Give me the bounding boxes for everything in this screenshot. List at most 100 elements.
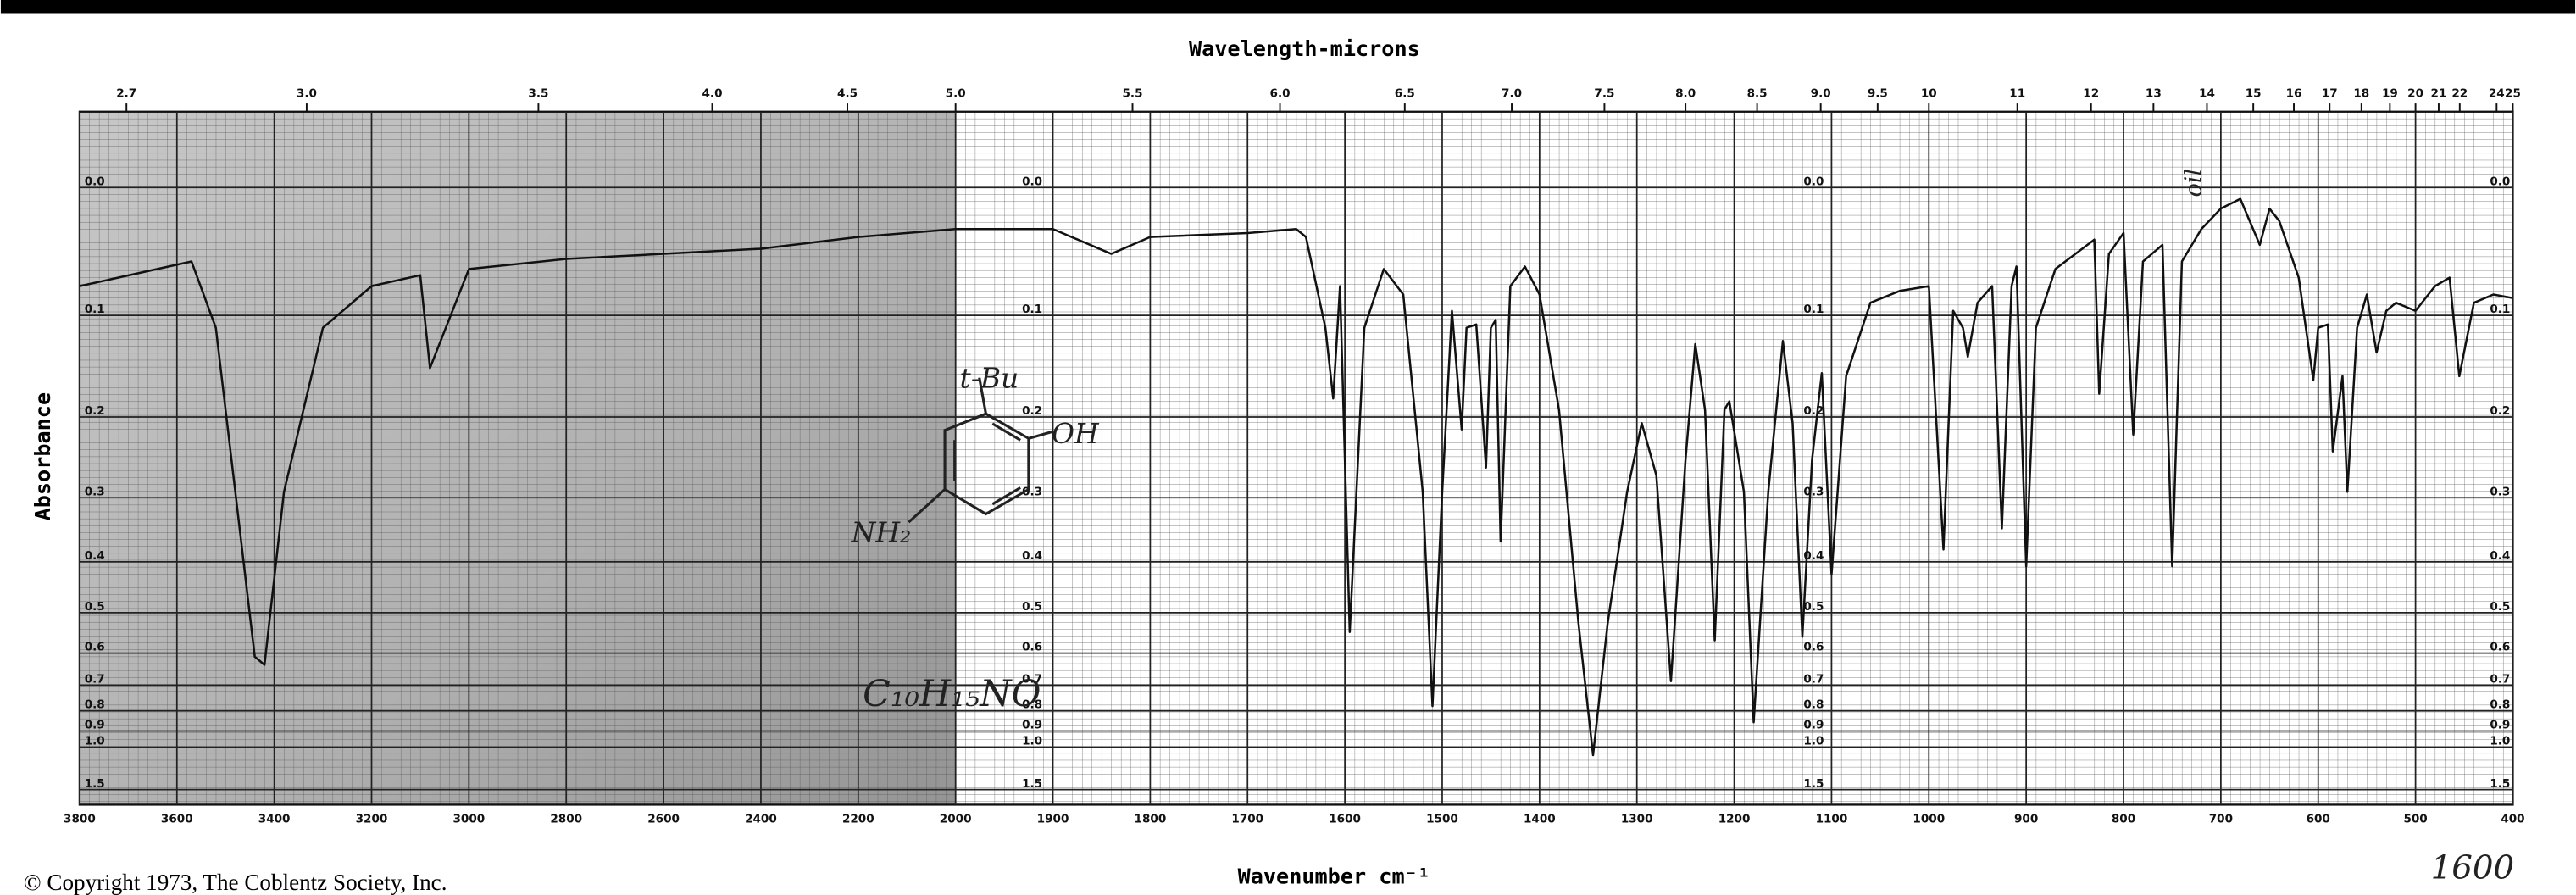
y-tick-label: 0.1 xyxy=(1022,303,1042,316)
y-tick-label: 1.0 xyxy=(2490,735,2510,748)
y-tick-label: 0.4 xyxy=(2490,549,2510,563)
y-tick-label: 0.8 xyxy=(1022,698,1042,712)
y-tick-label: 0.4 xyxy=(1022,549,1042,563)
y-tick-label: 1.5 xyxy=(1803,777,1824,791)
top-tick-label: 13 xyxy=(2146,86,2162,100)
annotation: oil xyxy=(2180,169,2207,197)
y-tick-label: 0.1 xyxy=(1803,303,1824,316)
spectrum-line xyxy=(79,197,2513,757)
y-tick-label: 1.0 xyxy=(1803,735,1824,748)
y-tick-label: 0.3 xyxy=(1803,485,1824,498)
x-tick-label: 800 xyxy=(2112,813,2135,826)
y-tick-label: 0.7 xyxy=(2490,673,2510,687)
y-tick-label: 0.0 xyxy=(1022,175,1042,188)
y-tick-label: 0.6 xyxy=(2490,641,2510,654)
x-tick-label: 3600 xyxy=(161,813,193,826)
top-tick-label: 19 xyxy=(2382,86,2398,100)
minor-grid xyxy=(79,111,2513,805)
y-tick-label: 0.5 xyxy=(1022,600,1042,614)
y-tick-label: 1.5 xyxy=(85,777,105,791)
y-tick-label: 0.0 xyxy=(1803,175,1824,188)
y-axis-label: Absorbance xyxy=(31,392,55,521)
y-tick-label: 0.0 xyxy=(2490,175,2510,188)
top-tick-label: 4.0 xyxy=(702,86,723,100)
top-tick-label: 20 xyxy=(2407,86,2423,100)
y-tick-label: 0.1 xyxy=(2490,303,2510,316)
top-tick-label: 15 xyxy=(2246,86,2262,100)
y-tick-label: 0.9 xyxy=(1803,719,1824,732)
plot-layer: 3800 3600 3400 3200 3000 2800 2600 2400 2200 2000… xyxy=(64,86,2525,826)
top-tick-label: 7.0 xyxy=(1502,86,1522,100)
y-tick-label: 0.9 xyxy=(1022,719,1042,732)
x-tick-label: 1800 xyxy=(1135,813,1167,826)
x-tick-label: 1100 xyxy=(1816,813,1848,826)
y-tick-label: 1.0 xyxy=(1022,735,1042,748)
top-tick-label: 4.5 xyxy=(837,86,858,100)
x-tick-label: 1500 xyxy=(1426,813,1458,826)
top-tick-label: 9.5 xyxy=(1868,86,1888,100)
x-tick-label: 1600 xyxy=(1329,813,1361,826)
top-tick-label: 2.7 xyxy=(116,86,136,100)
top-tick-label: 25 xyxy=(2505,86,2521,100)
x-tick-label: 1000 xyxy=(1913,813,1945,826)
top-tick-label: 6.5 xyxy=(1395,86,1415,100)
y-tick-label: 0.9 xyxy=(85,719,105,732)
annotation: C₁₀H₁₅NO xyxy=(863,673,1041,715)
copyright: © Copyright 1973, The Coblentz Society, … xyxy=(24,870,447,895)
y-tick-label: 0.6 xyxy=(1022,641,1042,654)
y-tick-label: 0.2 xyxy=(85,404,105,418)
top-tick-label: 16 xyxy=(2286,86,2302,100)
y-tick-label: 0.5 xyxy=(2490,600,2510,614)
top-tick-label: 3.0 xyxy=(297,86,317,100)
top-tick-label: 3.5 xyxy=(528,86,548,100)
top-tick-label: 5.5 xyxy=(1123,86,1143,100)
y-tick-label: 0.8 xyxy=(2490,698,2510,712)
top-tick-label: 11 xyxy=(2009,86,2025,100)
top-tick-label: 6.0 xyxy=(1270,86,1291,100)
y-tick-label: 0.2 xyxy=(2490,404,2510,418)
y-tick-label: 0.8 xyxy=(1803,698,1824,712)
y-tick-label: 0.5 xyxy=(1803,600,1824,614)
y-tick-label: 0.5 xyxy=(85,600,105,614)
y-tick-label: 0.1 xyxy=(85,303,105,316)
y-tick-label: 0.7 xyxy=(1022,673,1042,687)
y-tick-label: 0.3 xyxy=(85,485,105,498)
top-tick-label: 10 xyxy=(1921,86,1937,100)
top-tick-label: 7.5 xyxy=(1594,86,1614,100)
x-tick-label: 3000 xyxy=(453,813,486,826)
x-axis-label: Wavenumber cm⁻¹ xyxy=(1238,864,1430,888)
top-tick-label: 24 xyxy=(2489,86,2505,100)
top-tick-label: 5.0 xyxy=(946,86,966,100)
top-tick-label: 18 xyxy=(2353,86,2369,100)
y-tick-label: 1.0 xyxy=(85,735,105,748)
scan-border xyxy=(0,0,2576,14)
top-tick-label: 8.5 xyxy=(1747,86,1768,100)
x-tick-label: 900 xyxy=(2014,813,2038,826)
x-tick-label: 500 xyxy=(2403,813,2427,826)
x-tick-label: 600 xyxy=(2307,813,2330,826)
x-tick-label: 2400 xyxy=(745,813,777,826)
x-tick-label: 3400 xyxy=(258,813,291,826)
top-tick-label: 22 xyxy=(2451,86,2468,100)
top-tick-label: 8.0 xyxy=(1675,86,1696,100)
x-tick-label: 2600 xyxy=(647,813,680,826)
top-tick-label: 9.0 xyxy=(1811,86,1831,100)
x-tick-label: 1200 xyxy=(1718,813,1751,826)
top-tick-label: 14 xyxy=(2199,86,2215,100)
annotation: OH xyxy=(1052,417,1100,450)
y-tick-label: 0.2 xyxy=(1022,404,1042,418)
y-tick-label: 0.2 xyxy=(1803,404,1824,418)
y-tick-label: 0.4 xyxy=(85,549,105,563)
annotation: t-Bu xyxy=(959,361,1019,394)
x-tick-label: 2800 xyxy=(550,813,582,826)
y-tick-label: 0.4 xyxy=(1803,549,1824,563)
annotation: 1600 xyxy=(2431,849,2515,887)
y-tick-label: 0.9 xyxy=(2490,719,2510,732)
y-tick-label: 1.5 xyxy=(2490,777,2510,791)
x-tick-label: 1400 xyxy=(1524,813,1556,826)
y-tick-label: 0.7 xyxy=(85,673,105,687)
x-tick-label: 2200 xyxy=(842,813,874,826)
structure-sketch xyxy=(908,377,1052,524)
